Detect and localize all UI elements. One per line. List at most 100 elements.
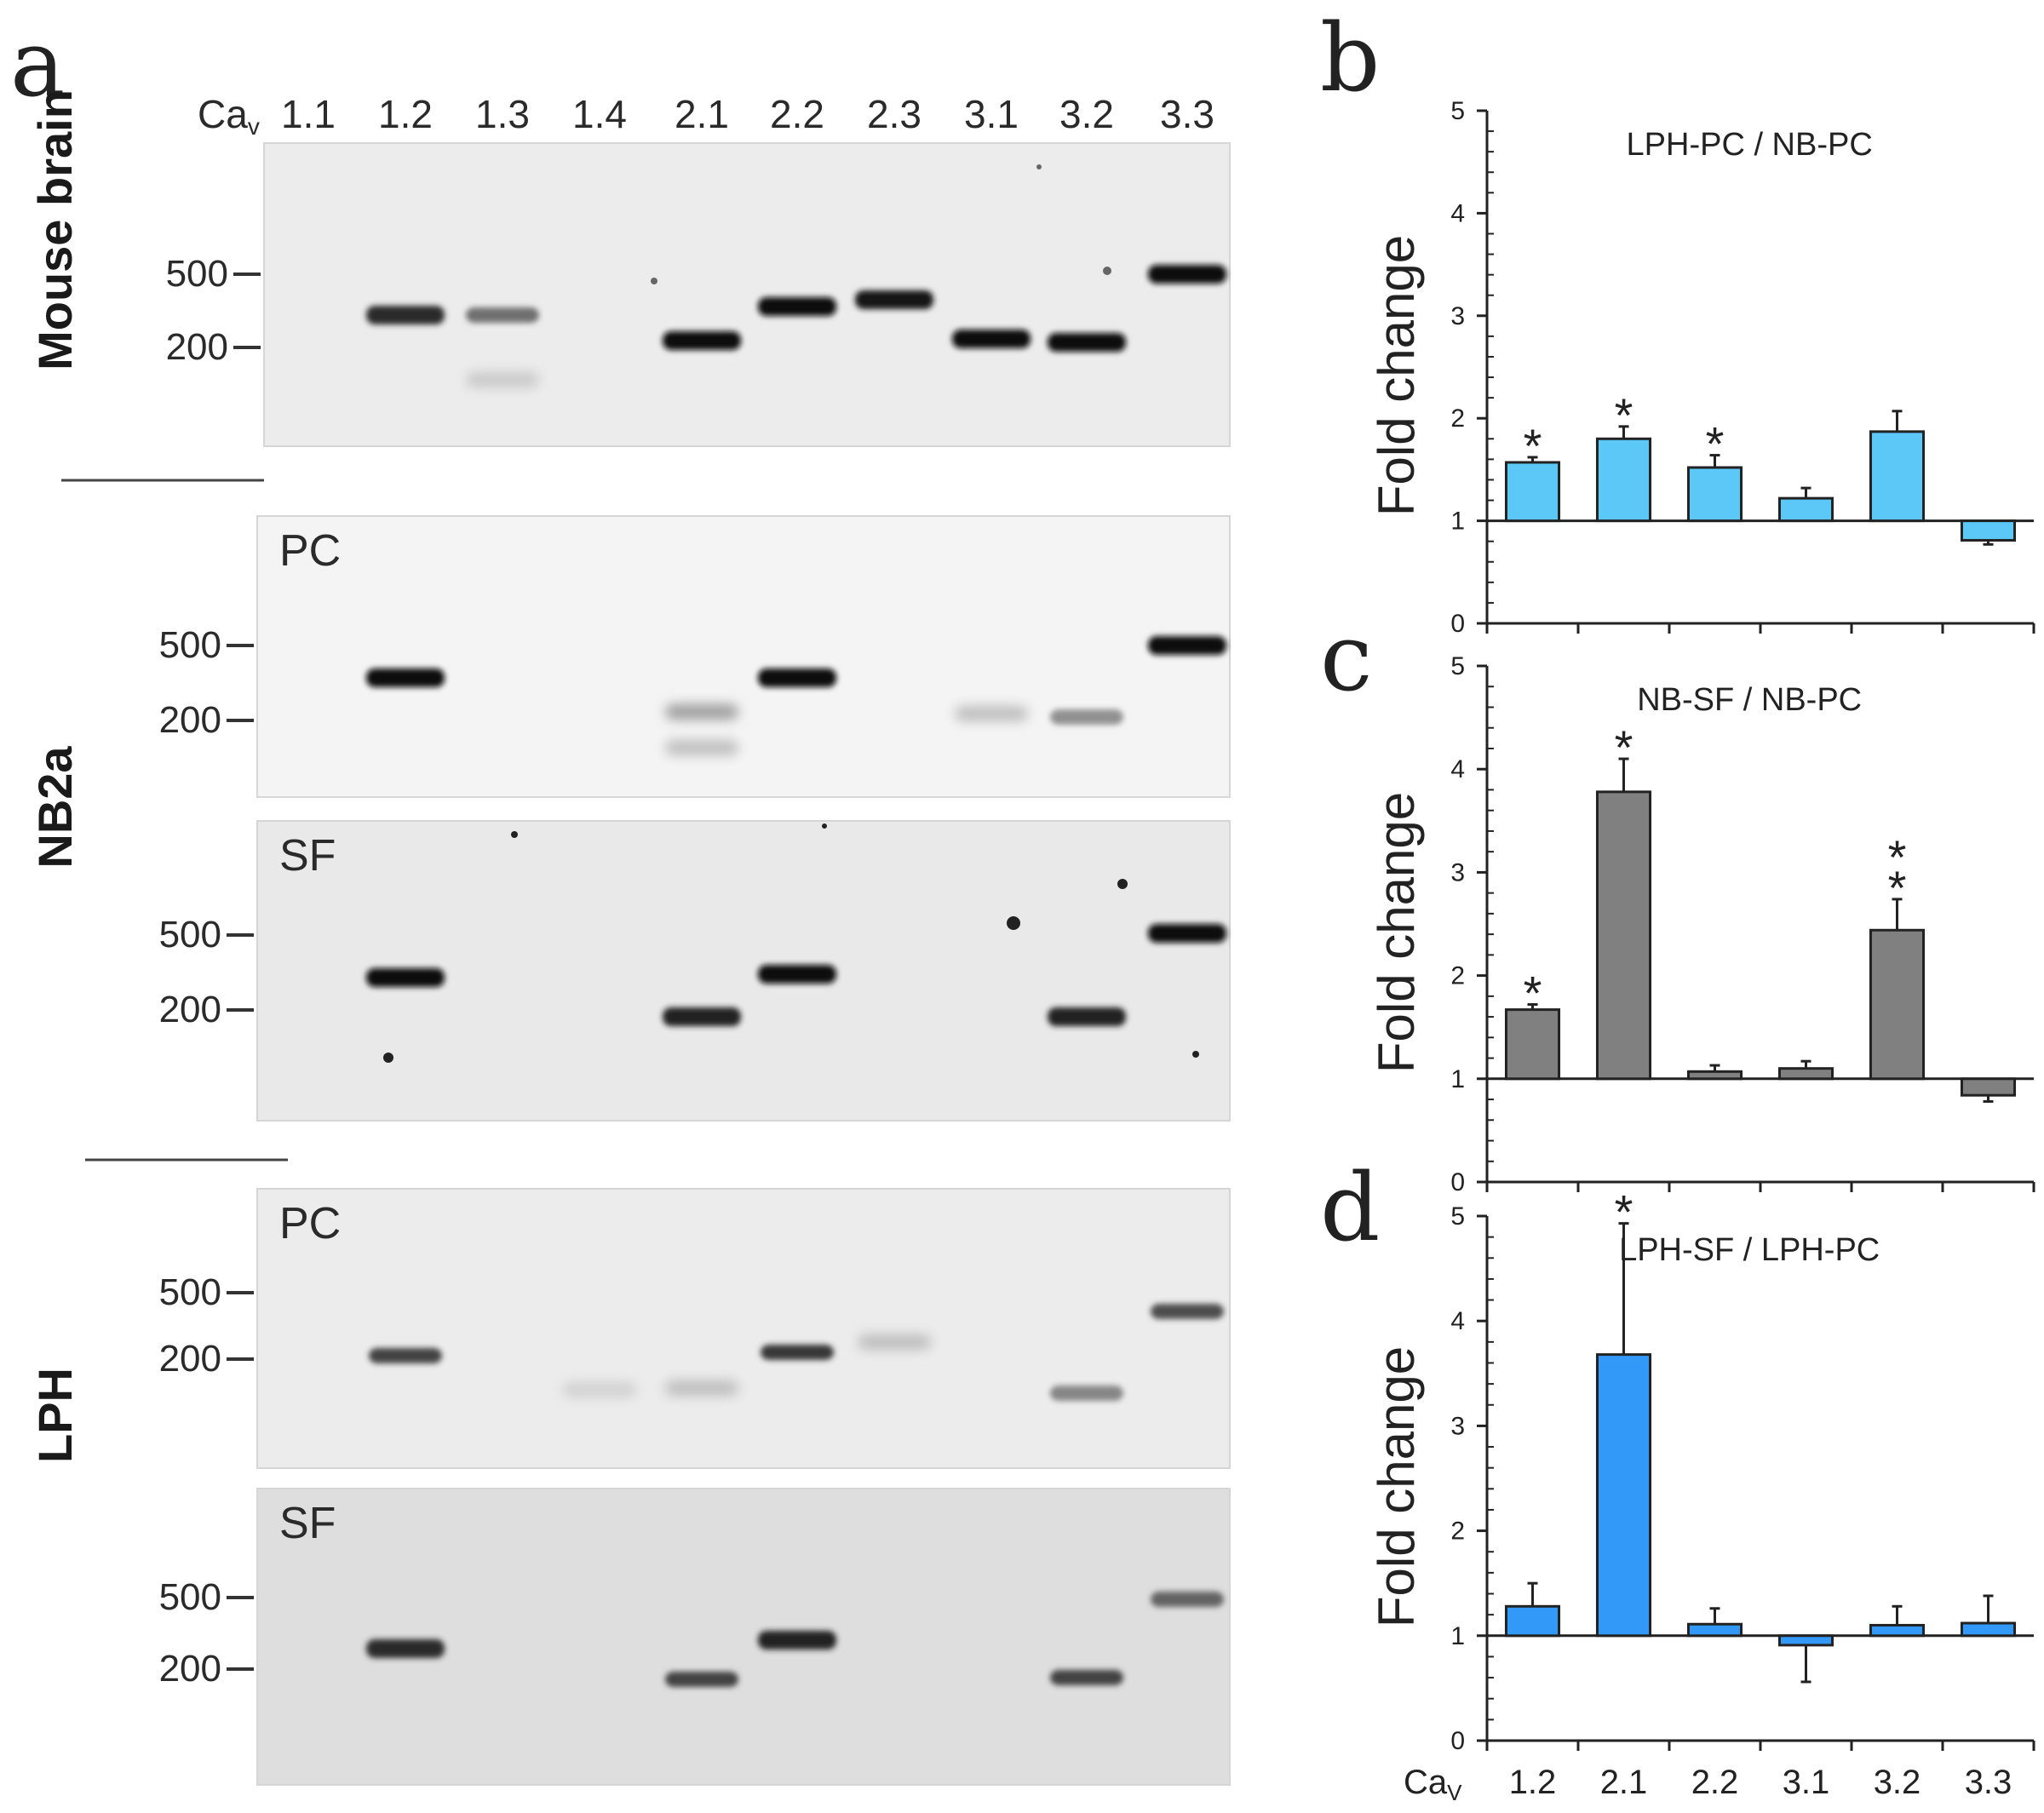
x-tick-label-2-2: 2.2 bbox=[1691, 1764, 1739, 1801]
band-3-2 bbox=[1048, 1007, 1126, 1026]
gel-background bbox=[264, 143, 1230, 446]
bar-2-1 bbox=[1595, 437, 1652, 523]
band-3-3 bbox=[1151, 1592, 1224, 1607]
gel-speck bbox=[651, 278, 657, 284]
gel-edge bbox=[256, 515, 1231, 798]
band-3-2 bbox=[1050, 1386, 1123, 1401]
band-2-3 bbox=[858, 1334, 931, 1350]
band-2-2 bbox=[758, 1631, 836, 1649]
chart-d: d 0 1 2 3 4 5 Fold change LPH-SF / LPH-PC* CaV 1.2… bbox=[1320, 1153, 2035, 1805]
lane-label-1-3: 1.3 bbox=[475, 92, 530, 136]
x-tick-label-2-1: 2.1 bbox=[1600, 1764, 1648, 1801]
significance-marker: * bbox=[1615, 388, 1633, 442]
significance-marker: * bbox=[1706, 417, 1725, 471]
panel-a-gels: a Cav 1.1 1.2 1.3 1.4 2.1 2.2 2.3 3.1 3.2 3.3 500 200… bbox=[10, 11, 1231, 1786]
y-tick-label: 4 bbox=[1450, 1307, 1465, 1335]
bar-3-3 bbox=[1960, 1621, 2017, 1638]
band-3-3 bbox=[1148, 265, 1226, 284]
gel-mouse-brain: 500 200 bbox=[166, 142, 1231, 447]
chart-title: NB-SF / NB-PC bbox=[1637, 682, 1862, 718]
gel-speck bbox=[1036, 164, 1042, 169]
y-tick-label: 5 bbox=[1450, 652, 1465, 680]
y-tick-label: 3 bbox=[1450, 302, 1465, 330]
band-2-2 bbox=[758, 668, 836, 687]
gel-speck bbox=[1007, 916, 1020, 930]
band-3-2 bbox=[1050, 1670, 1123, 1685]
band-3-3 bbox=[1148, 636, 1226, 655]
significance-marker: * bbox=[1615, 1185, 1633, 1239]
y-tick-label: 5 bbox=[1450, 97, 1465, 125]
x-tick-label-1-2: 1.2 bbox=[1509, 1764, 1557, 1801]
bar-3-1 bbox=[1777, 1067, 1834, 1081]
band-3-1 bbox=[952, 330, 1031, 348]
y-tick-label: 1 bbox=[1450, 1622, 1465, 1650]
bar-1-2 bbox=[1504, 461, 1561, 523]
bar-3-2 bbox=[1869, 430, 1926, 523]
band-3-3 bbox=[1148, 924, 1226, 943]
x-axis-prefix: CaV bbox=[1404, 1764, 1462, 1805]
bar-2-2 bbox=[1686, 1622, 1743, 1638]
band-2-3 bbox=[855, 290, 933, 309]
band-1-2 bbox=[366, 1639, 445, 1658]
bar-2-1 bbox=[1595, 790, 1652, 1081]
panel-d-letter: d bbox=[1320, 1153, 1380, 1262]
band-1-2 bbox=[366, 968, 445, 987]
marker-500: 500 bbox=[166, 253, 228, 295]
gel-nb2a-sf: SF 500 200 bbox=[159, 820, 1231, 1122]
y-tick-label: 2 bbox=[1450, 962, 1465, 990]
band-2-1 bbox=[663, 331, 741, 350]
y-tick-label: 1 bbox=[1450, 1065, 1465, 1093]
group-label-nb2a: NB2a bbox=[28, 746, 82, 869]
y-tick-label: 0 bbox=[1450, 610, 1465, 638]
significance-marker: * bbox=[1524, 419, 1542, 473]
band-2-2 bbox=[761, 1345, 834, 1360]
group-label-mouse-brain: Mouse brain bbox=[28, 89, 82, 370]
gel-background bbox=[257, 516, 1230, 797]
x-tick-label-3-1: 3.1 bbox=[1783, 1764, 1830, 1801]
lane-prefix: Cav bbox=[198, 92, 260, 140]
marker-200: 200 bbox=[159, 989, 221, 1030]
panel-a-letter: a bbox=[10, 11, 65, 118]
marker-500: 500 bbox=[159, 1576, 221, 1618]
gel-speck bbox=[822, 823, 827, 829]
band-3-1 bbox=[955, 706, 1028, 721]
gel-speck bbox=[383, 1053, 393, 1063]
gel-nb2a-pc: PC 500 200 bbox=[159, 515, 1231, 798]
marker-200: 200 bbox=[159, 1338, 221, 1380]
band-2-1 bbox=[665, 1380, 738, 1396]
y-axis-label: Fold change bbox=[1368, 235, 1425, 516]
bar-1-2 bbox=[1504, 1008, 1561, 1081]
significance-marker: * bbox=[1524, 967, 1542, 1020]
gel-tag-sf: SF bbox=[279, 1499, 336, 1548]
gel-lph-sf: SF 500 200 bbox=[159, 1488, 1231, 1786]
band-1-3 bbox=[466, 372, 539, 387]
y-tick-label: 0 bbox=[1450, 1727, 1465, 1755]
gel-tag-pc: PC bbox=[279, 1199, 341, 1248]
y-tick-label: 3 bbox=[1450, 1412, 1465, 1440]
gel-speck bbox=[1103, 267, 1111, 275]
marker-500: 500 bbox=[159, 1271, 221, 1313]
marker-200: 200 bbox=[159, 699, 221, 741]
band-2-1 bbox=[665, 740, 738, 755]
marker-500: 500 bbox=[159, 914, 221, 955]
band-2-2 bbox=[758, 297, 836, 316]
band-1-4 bbox=[563, 1382, 636, 1397]
bar-3-3 bbox=[1960, 1077, 2017, 1097]
panel-b-letter: b bbox=[1320, 3, 1380, 112]
y-tick-label: 2 bbox=[1450, 1518, 1465, 1546]
lane-label-2-1: 2.1 bbox=[675, 92, 729, 136]
gel-edge bbox=[256, 820, 1231, 1122]
lane-label-2-3: 2.3 bbox=[867, 92, 922, 136]
chart-title: LPH-SF / LPH-PC bbox=[1619, 1232, 1880, 1268]
lane-label-2-2: 2.2 bbox=[770, 92, 824, 136]
gel-edge bbox=[256, 1188, 1231, 1469]
gel-edge bbox=[263, 142, 1231, 447]
band-1-2 bbox=[369, 1348, 442, 1363]
band-2-1 bbox=[665, 704, 738, 720]
marker-200: 200 bbox=[159, 1648, 221, 1690]
gel-speck bbox=[511, 831, 518, 838]
lane-label-3-3: 3.3 bbox=[1160, 92, 1214, 136]
